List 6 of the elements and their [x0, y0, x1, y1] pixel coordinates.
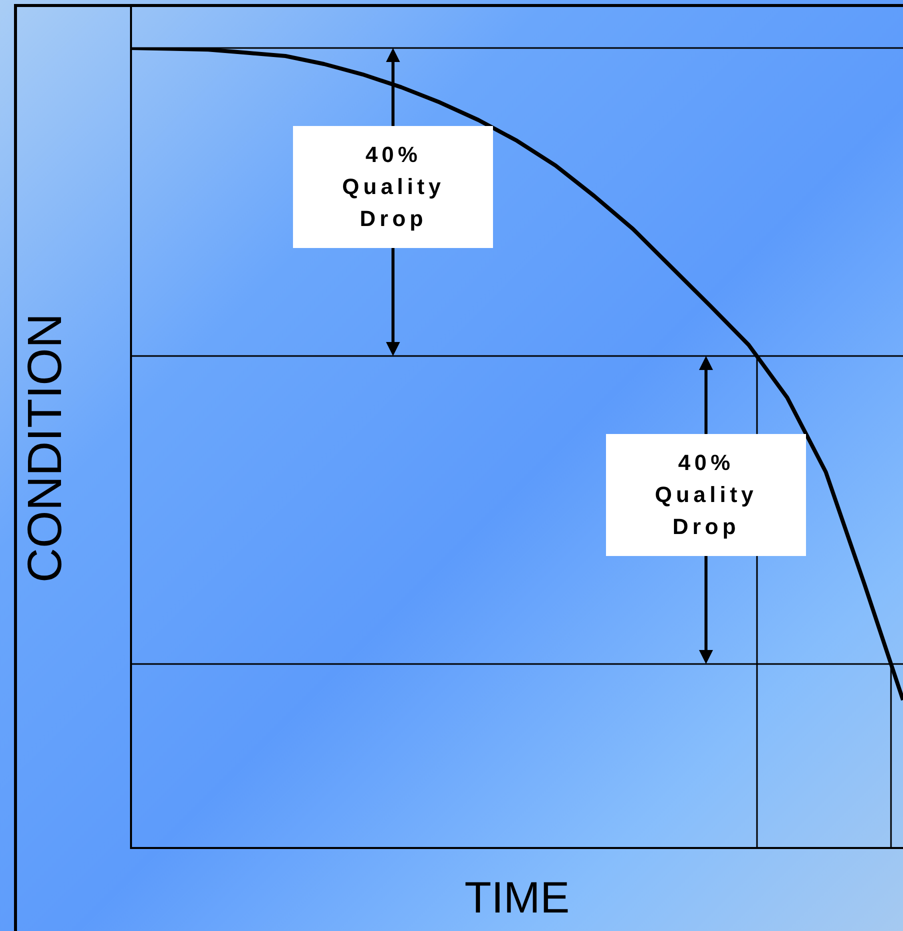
annotation: 40% Quality Drop: [341, 141, 446, 233]
text-box: 40% Quality Drop: [606, 434, 806, 556]
text-box: 40% Quality Drop: [293, 126, 494, 248]
y-axis-title: CONDITION: [19, 313, 72, 583]
annotation: 40% Quality Drop: [654, 449, 758, 541]
x-axis-title: TIME: [464, 874, 570, 923]
